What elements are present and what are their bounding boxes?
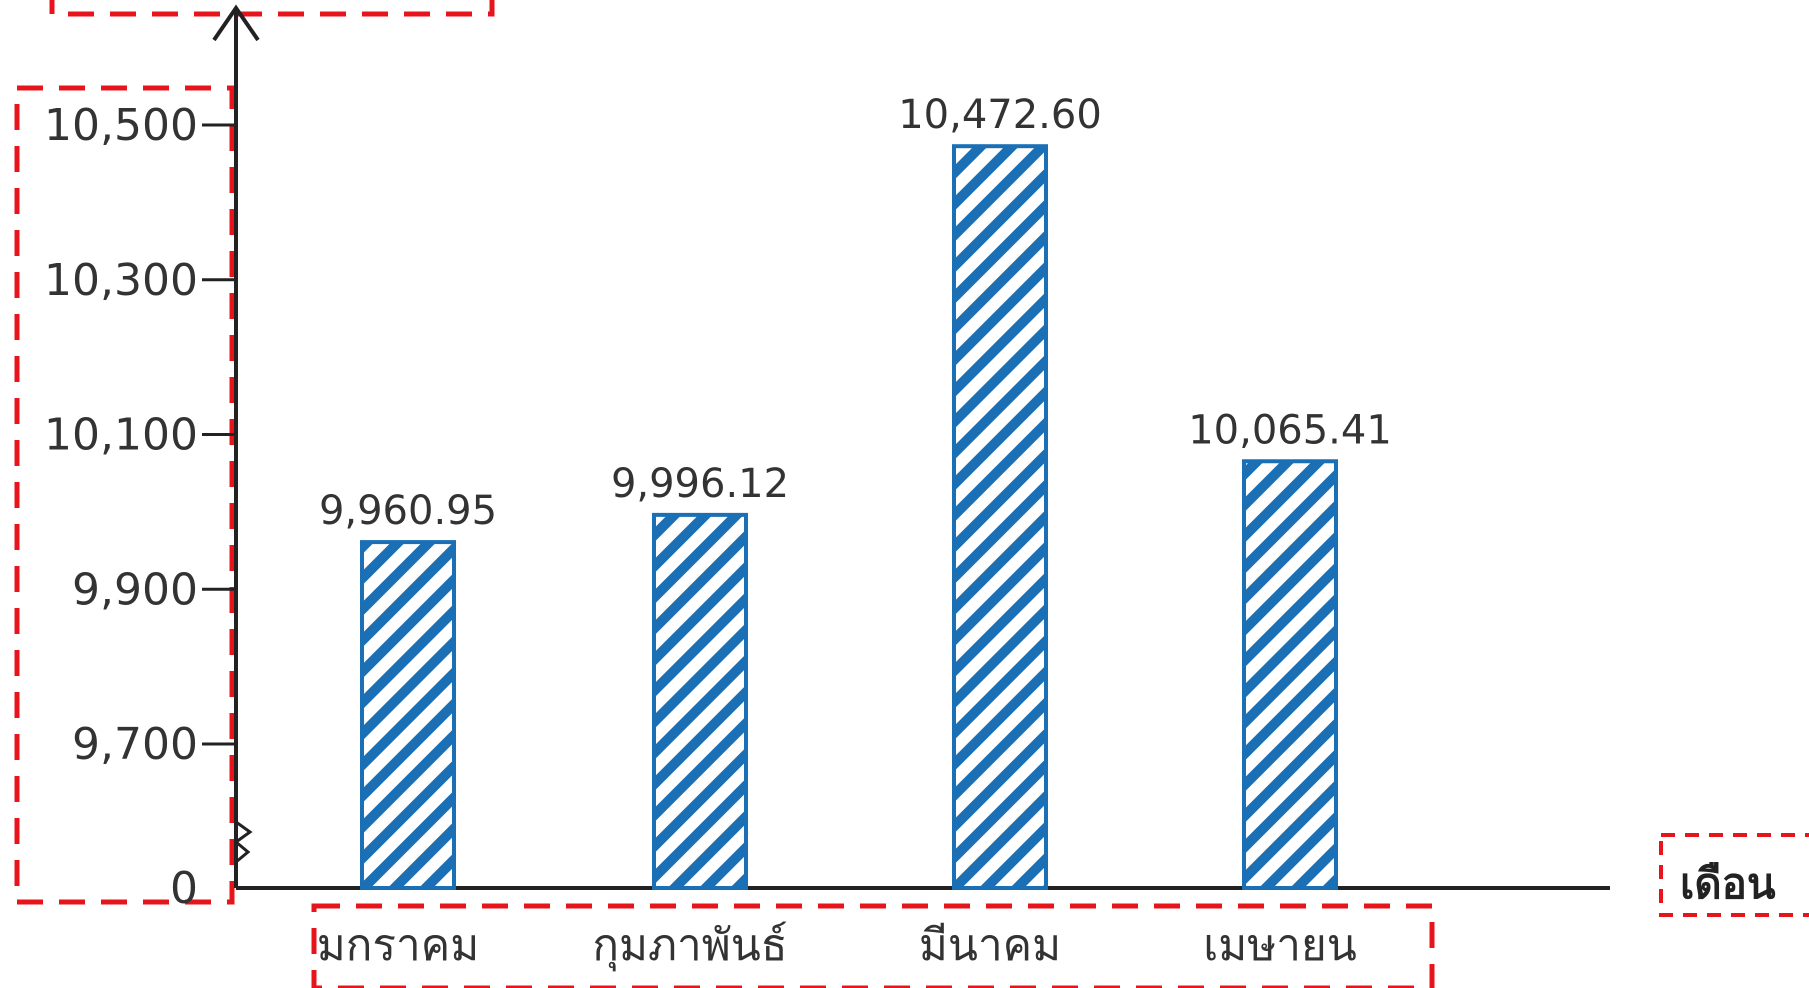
bar: [360, 540, 456, 891]
x-category-label: เมษายน: [1203, 920, 1357, 971]
y-tick-label: 9,900: [72, 564, 198, 615]
bar: [952, 144, 1048, 890]
x-category-label: กุมภาพันธ์: [592, 920, 787, 972]
annotation-box-y-ticks: [14, 85, 235, 905]
y-tick-group: 0 9,700 9,900 10,100 10,300 10,500: [44, 100, 236, 914]
y-tick-label: 10,500: [44, 100, 198, 151]
y-axis: [212, 4, 260, 888]
bar-value-label: 9,996.12: [611, 461, 789, 507]
x-category-label: มีนาคม: [919, 920, 1061, 971]
axis-break-icon: [233, 820, 253, 864]
annotation-box-x-unit: [1659, 833, 1809, 917]
x-category-label: มกราคม: [317, 920, 479, 971]
y-tick-label: 0: [170, 863, 198, 914]
y-tick-label: 10,100: [44, 410, 198, 461]
y-axis-arrow-icon: [212, 4, 260, 42]
bar: [652, 512, 748, 890]
annotation-box-categories: [311, 903, 1435, 988]
bar-value-label: 9,960.95: [319, 488, 497, 534]
y-tick-label: 10,300: [44, 255, 198, 306]
category-label-group: มกราคม กุมภาพันธ์ มีนาคม เมษายน: [317, 920, 1357, 972]
y-tick-label: 9,700: [72, 719, 198, 770]
value-label-group: 9,960.95 9,996.12 10,472.60 10,065.41: [319, 92, 1392, 534]
bar-value-label: 10,472.60: [898, 92, 1102, 138]
bar-value-label: 10,065.41: [1188, 407, 1392, 453]
annotation-box-title: [49, 0, 495, 17]
bar-group: [360, 144, 1338, 891]
bar: [1242, 459, 1338, 890]
x-axis-label: เดือน: [1680, 859, 1776, 908]
